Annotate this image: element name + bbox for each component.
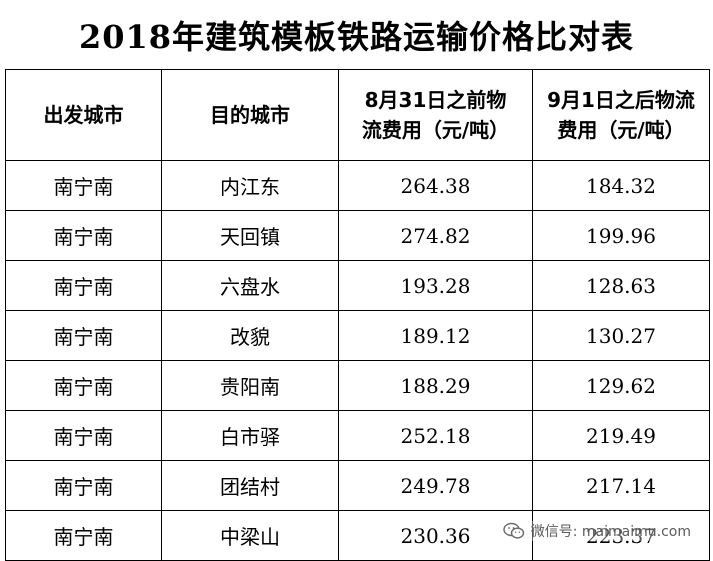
cell-origin: 南宁南 <box>5 210 162 261</box>
cell-destination: 贵阳南 <box>161 360 339 411</box>
cell-after-fee: 199.96 <box>532 210 710 261</box>
cell-after-fee: 217.14 <box>532 460 710 511</box>
cell-origin: 南宁南 <box>5 160 162 211</box>
cell-destination: 白市驿 <box>161 410 339 461</box>
header-destination: 目的城市 <box>161 69 339 161</box>
wechat-icon <box>503 522 524 539</box>
table-row: 南宁南 贵阳南 188.29 129.62 <box>5 360 710 411</box>
price-comparison-table: 出发城市 目的城市 8月31日之前物流费用（元/吨） 9月1日之后物流费用（元/… <box>5 69 710 561</box>
header-before-fee: 8月31日之前物流费用（元/吨） <box>338 69 533 161</box>
cell-after-fee: 130.27 <box>532 310 710 361</box>
table-row: 南宁南 天回镇 274.82 199.96 <box>5 210 710 261</box>
cell-after-fee: 184.32 <box>532 160 710 211</box>
table-row: 南宁南 团结村 249.78 217.14 <box>5 460 710 511</box>
cell-after-fee: 129.62 <box>532 360 710 411</box>
cell-destination: 内江东 <box>161 160 339 211</box>
cell-after-fee: 223.37 <box>532 510 710 561</box>
cell-origin: 南宁南 <box>5 260 162 311</box>
cell-before-fee: 188.29 <box>338 360 533 411</box>
cell-after-fee: 128.63 <box>532 260 710 311</box>
header-after-fee: 9月1日之后物流费用（元/吨） <box>532 69 710 161</box>
table-row: 南宁南 六盘水 193.28 128.63 <box>5 260 710 311</box>
header-row: 出发城市 目的城市 8月31日之前物流费用（元/吨） 9月1日之后物流费用（元/… <box>5 69 710 161</box>
cell-before-fee: 249.78 <box>338 460 533 511</box>
page-title: 2018年建筑模板铁路运输价格比对表 <box>78 18 635 56</box>
cell-origin: 南宁南 <box>5 460 162 511</box>
header-origin: 出发城市 <box>5 69 162 161</box>
watermark-text: 微信号: maimaimu.com <box>530 524 691 540</box>
table-row: 南宁南 改貌 189.12 130.27 <box>5 310 710 361</box>
watermark: 微信号: maimaimu.com <box>502 521 691 541</box>
table-row: 南宁南 内江东 264.38 184.32 <box>5 160 710 211</box>
cell-destination: 六盘水 <box>161 260 339 311</box>
cell-after-fee: 219.49 <box>532 410 710 461</box>
header-before-fee-text: 8月31日之前物流费用（元/吨） <box>361 88 510 142</box>
cell-origin: 南宁南 <box>5 510 162 561</box>
cell-origin: 南宁南 <box>5 360 162 411</box>
cell-before-fee: 274.82 <box>338 210 533 261</box>
cell-before-fee: 252.18 <box>338 410 533 461</box>
table-row: 南宁南 中梁山 230.36 223.37 <box>5 510 710 561</box>
cell-before-fee: 189.12 <box>338 310 533 361</box>
cell-destination: 团结村 <box>161 460 339 511</box>
cell-destination: 改貌 <box>161 310 339 361</box>
cell-origin: 南宁南 <box>5 410 162 461</box>
cell-before-fee: 230.36 <box>338 510 533 561</box>
cell-before-fee: 264.38 <box>338 160 533 211</box>
cell-before-fee: 193.28 <box>338 260 533 311</box>
cell-destination: 中梁山 <box>161 510 339 561</box>
header-after-fee-text: 9月1日之后物流费用（元/吨） <box>547 88 695 142</box>
cell-destination: 天回镇 <box>161 210 339 261</box>
table-row: 南宁南 白市驿 252.18 219.49 <box>5 410 710 461</box>
cell-origin: 南宁南 <box>5 310 162 361</box>
